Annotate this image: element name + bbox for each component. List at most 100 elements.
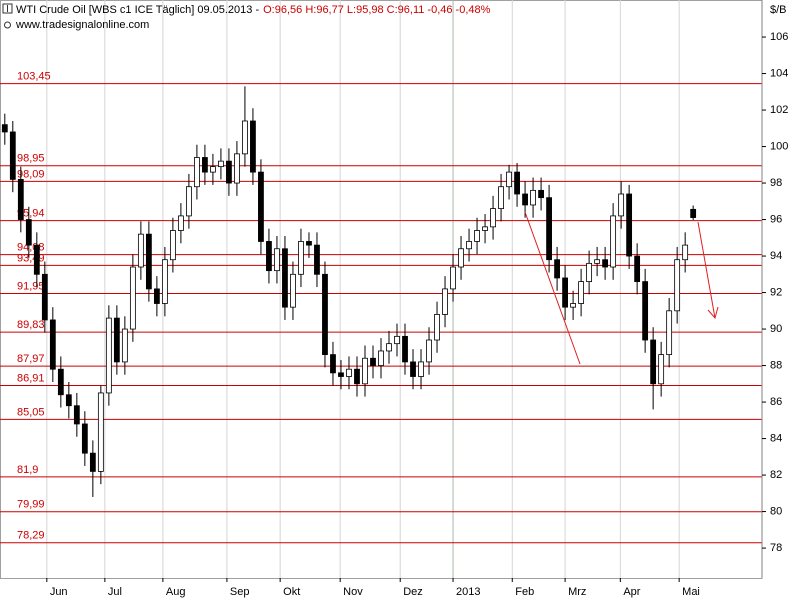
candle-body — [33, 244, 40, 275]
candle-body — [442, 288, 448, 315]
candle-body — [602, 259, 609, 268]
level-label: 79,99 — [17, 499, 45, 511]
annotations — [524, 211, 719, 365]
candle-body — [242, 120, 248, 155]
candle-body — [73, 405, 80, 425]
level-label: 78,29 — [17, 530, 45, 542]
candle-body — [658, 354, 665, 385]
candle-body — [674, 259, 681, 312]
candle-body — [418, 361, 424, 377]
y-tick-label: 82 — [770, 469, 782, 481]
candle-body — [25, 219, 32, 246]
level-label: 93,49 — [17, 252, 45, 264]
candle-body — [586, 262, 593, 283]
candle-body — [185, 186, 192, 217]
candle-body — [57, 368, 64, 396]
candle-body — [378, 350, 384, 366]
candle-body — [682, 244, 689, 261]
x-tick-label: Jun — [50, 586, 68, 598]
level-label: 91,95 — [17, 280, 45, 292]
y-tick-label: 106 — [770, 31, 788, 43]
candle-body — [121, 328, 128, 363]
candle-body — [386, 343, 392, 352]
candle-body — [474, 230, 480, 242]
y-tick-label: 104 — [770, 67, 788, 79]
candle-body — [218, 160, 224, 168]
level-label: 85,05 — [17, 406, 45, 418]
trend-arrow — [697, 221, 716, 319]
candle-body — [97, 392, 104, 472]
candle-body — [49, 319, 56, 370]
candle-body — [354, 368, 360, 385]
y-tick-label: 100 — [770, 140, 788, 152]
x-tick-label: Okt — [283, 586, 300, 598]
y-tick-label: 98 — [770, 177, 782, 189]
x-tick-label: Mai — [682, 586, 700, 598]
candle-body — [161, 259, 168, 304]
y-tick-label: 94 — [770, 250, 782, 262]
candle-body — [370, 357, 376, 366]
candle-body — [290, 273, 296, 308]
candle-body — [282, 248, 288, 308]
x-tick-label: Feb — [515, 586, 534, 598]
candle-body — [554, 259, 560, 279]
candle-body — [234, 153, 240, 184]
chart-subtitle: www.tradesignalonline.com — [15, 19, 149, 31]
y-tick-label: 102 — [770, 104, 788, 116]
candle-body — [17, 179, 24, 220]
candle-body — [266, 241, 272, 272]
x-tick-label: Aug — [166, 586, 186, 598]
candle-body — [570, 303, 577, 308]
candle-body — [434, 314, 440, 341]
candle-body — [594, 259, 601, 264]
candle-body — [466, 241, 472, 250]
y-tick-label: 92 — [770, 286, 782, 298]
candle-body — [530, 189, 536, 206]
candle-body — [129, 266, 136, 330]
quote: O:96,56 H:96,77 L:95,98 C:96,11 -0,46 -0… — [263, 4, 491, 16]
candle-body — [306, 241, 312, 246]
candle-body — [65, 394, 72, 407]
candle-body — [666, 310, 673, 356]
candle-body — [298, 241, 304, 275]
candle-body — [202, 157, 208, 173]
candle-body — [153, 288, 160, 304]
candle-body — [194, 157, 200, 188]
candles — [1, 86, 697, 497]
candle-body — [9, 131, 16, 180]
candle-body — [546, 197, 552, 261]
x-tick-label: 2013 — [456, 586, 480, 598]
x-tick-label: Apr — [623, 586, 640, 598]
candle-body — [338, 372, 344, 377]
candle-body — [226, 160, 232, 184]
candle-body — [274, 248, 280, 272]
candle-body — [89, 452, 96, 472]
y-tick-label: 84 — [770, 432, 782, 444]
y-tick-label: 78 — [770, 542, 782, 554]
candle-body — [346, 368, 352, 377]
candle-body — [330, 354, 336, 374]
candle-body — [426, 339, 432, 363]
candle-body — [650, 339, 657, 385]
candle-body — [562, 277, 568, 308]
y-tick-label: 90 — [770, 323, 782, 335]
level-label: 89,83 — [17, 319, 45, 331]
candle-body — [402, 335, 408, 363]
x-tick-label: Nov — [343, 586, 363, 598]
candle-body — [394, 335, 400, 345]
y-tick-label: 88 — [770, 359, 782, 371]
candle-body — [258, 171, 264, 242]
chart-title: WTI Crude Oil [WBS c1 ICE Täglich] 09.05… — [16, 4, 259, 16]
candle-body — [250, 120, 256, 173]
trend-arrow — [524, 211, 581, 365]
candle-body — [610, 215, 617, 268]
arrow-head — [707, 306, 719, 320]
candle-body — [105, 317, 112, 394]
level-label: 86,91 — [17, 372, 45, 384]
candle-body — [578, 281, 585, 304]
candle-body — [490, 208, 496, 228]
candle-body — [177, 215, 184, 231]
y-tick-label: 86 — [770, 396, 782, 408]
level-label: 103,45 — [17, 70, 51, 82]
